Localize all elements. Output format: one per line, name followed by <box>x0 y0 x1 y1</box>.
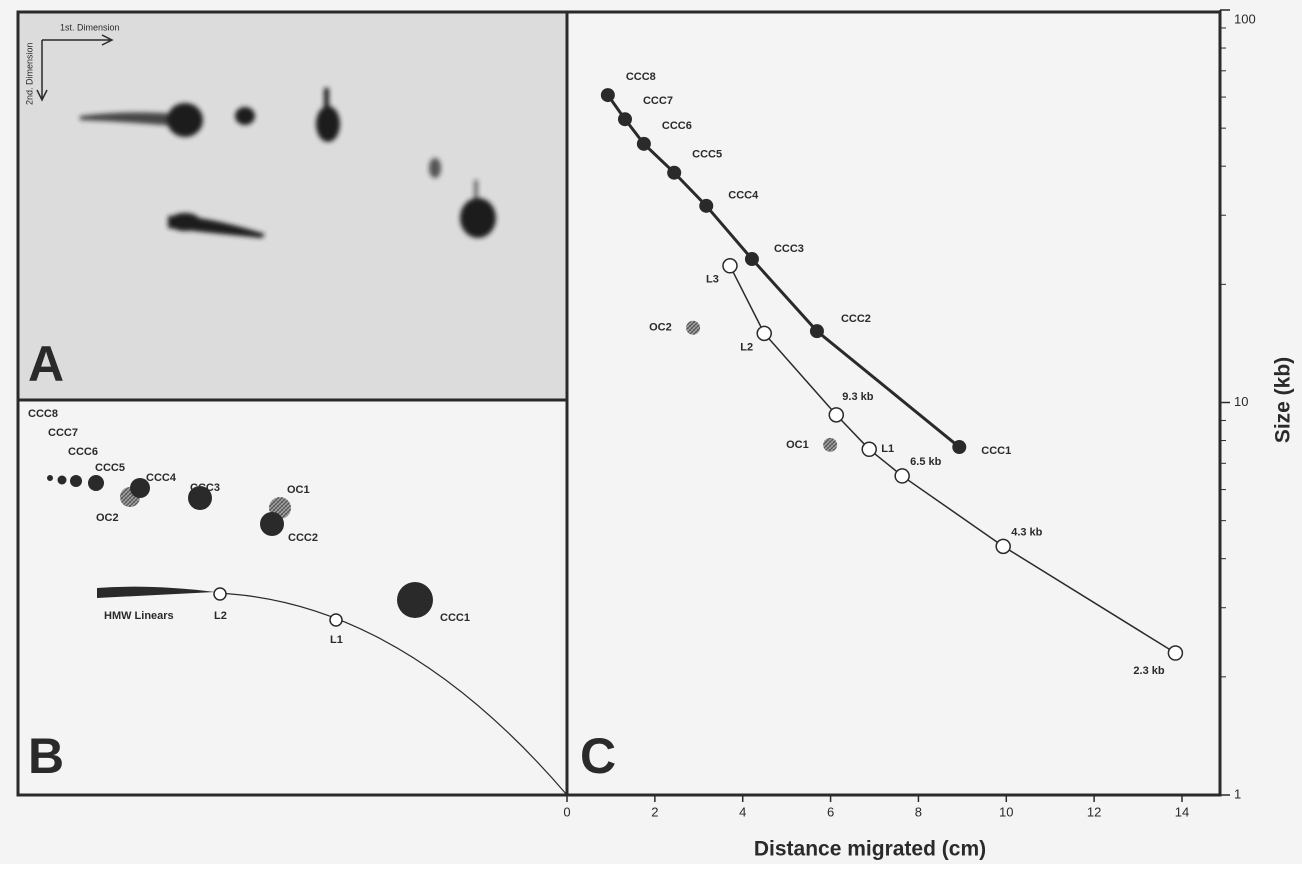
point-label: 6.5 kb <box>910 456 941 468</box>
data-point <box>637 137 651 151</box>
point-label: CCC4 <box>728 190 759 202</box>
data-point <box>952 440 966 454</box>
data-point <box>862 442 876 456</box>
spot-label: CCC4 <box>146 472 177 484</box>
x-tick-label: 12 <box>1087 804 1101 819</box>
spot <box>88 475 104 491</box>
panel-letter: C <box>580 728 616 784</box>
x-direction-label: 1st. Dimension <box>60 22 120 32</box>
x-tick-label: 8 <box>915 804 922 819</box>
x-tick-label: 10 <box>999 804 1013 819</box>
point-label: CCC2 <box>841 313 871 325</box>
spot <box>330 614 342 626</box>
point-label: L2 <box>740 341 753 353</box>
x-tick-label: 2 <box>651 804 658 819</box>
point-label: CCC5 <box>692 149 722 161</box>
spot-label: CCC5 <box>95 462 125 474</box>
panel-letter: A <box>28 336 64 392</box>
data-point <box>810 324 824 338</box>
point-label: CCC1 <box>981 445 1011 457</box>
x-tick-label: 4 <box>739 804 746 819</box>
point-label: 9.3 kb <box>842 391 873 403</box>
point-label: CCC3 <box>774 243 804 255</box>
data-point <box>723 259 737 273</box>
data-point <box>601 88 615 102</box>
point-label: CCC6 <box>662 120 692 132</box>
spot <box>47 475 53 481</box>
spot <box>397 582 433 618</box>
x-axis-title: Distance migrated (cm) <box>754 838 986 861</box>
data-point <box>996 539 1010 553</box>
spot <box>70 475 82 487</box>
x-tick-label: 0 <box>563 804 570 819</box>
data-point <box>757 326 771 340</box>
point-label: OC2 <box>649 322 672 334</box>
spot-label: CCC8 <box>28 408 58 420</box>
panel-letter: B <box>28 728 64 784</box>
y-axis-title: Size (kb) <box>1272 357 1295 443</box>
point-label: L3 <box>706 274 719 286</box>
y-tick-label: 1 <box>1234 786 1241 801</box>
data-point <box>895 469 909 483</box>
data-point <box>1168 646 1182 660</box>
x-tick-label: 6 <box>827 804 834 819</box>
spot-label: L2 <box>214 610 227 622</box>
spot <box>214 588 226 600</box>
spot-label: L1 <box>330 634 343 646</box>
x-tick-label: 14 <box>1175 804 1189 819</box>
point-label: L1 <box>881 443 894 455</box>
point-label: 2.3 kb <box>1133 665 1164 677</box>
figure: 1st. Dimension 2nd. Dimension A CCC8 CCC… <box>0 0 1302 864</box>
data-point <box>686 321 700 335</box>
spot-label: CCC1 <box>440 612 470 624</box>
spot-label: HMW Linears <box>104 610 174 622</box>
data-point <box>823 438 837 452</box>
data-point <box>618 112 632 126</box>
spot-label: OC1 <box>287 484 310 496</box>
spot-label: CCC7 <box>48 427 78 439</box>
y-direction-label: 2nd. Dimension <box>24 42 34 105</box>
data-point <box>699 199 713 213</box>
spot <box>260 512 284 536</box>
spot-label: CCC6 <box>68 446 98 458</box>
spot-label: OC2 <box>96 512 119 524</box>
data-point <box>829 408 843 422</box>
point-label: OC1 <box>786 439 809 451</box>
point-label: CCC8 <box>626 71 656 83</box>
y-tick-label: 10 <box>1234 394 1248 409</box>
point-label: 4.3 kb <box>1011 526 1042 538</box>
spot-label: CCC3 <box>190 482 220 494</box>
point-label: CCC7 <box>643 95 673 107</box>
y-tick-label: 100 <box>1234 11 1256 26</box>
spot <box>58 476 67 485</box>
spot-label: CCC2 <box>288 532 318 544</box>
data-point <box>745 252 759 266</box>
data-point <box>667 166 681 180</box>
